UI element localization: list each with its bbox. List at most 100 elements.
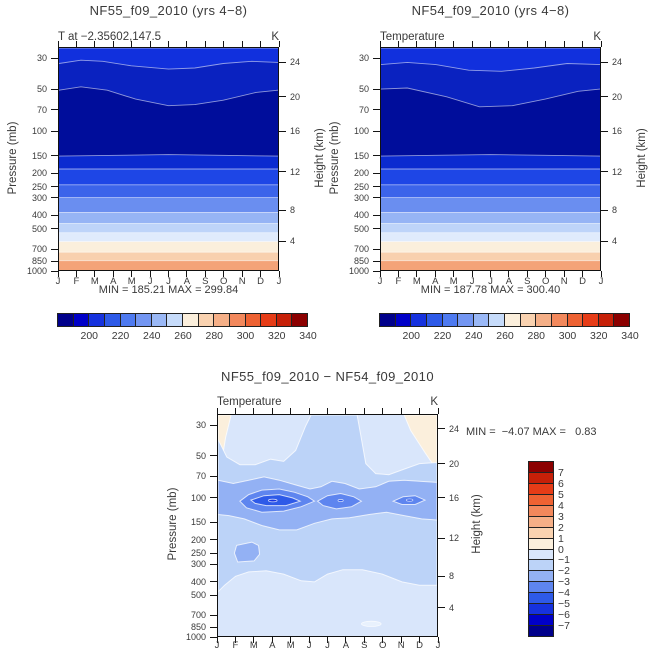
colorbar-segment xyxy=(275,313,293,327)
month-tick xyxy=(290,408,292,414)
colorbar-segment xyxy=(379,313,396,327)
month-tick xyxy=(582,41,584,47)
height-tick xyxy=(279,130,286,132)
colorbar-tick-label: −5 xyxy=(558,598,570,611)
pressure-tick xyxy=(51,172,58,174)
month-tick xyxy=(379,41,381,47)
pressure-tick-label: 500 xyxy=(190,590,206,601)
pressure-tick-label: 700 xyxy=(31,244,47,255)
pressure-tick-label: 50 xyxy=(195,450,206,461)
pressure-tick-label: 850 xyxy=(190,622,206,633)
contour-band xyxy=(381,260,600,270)
pressure-tick-label: 400 xyxy=(353,210,369,221)
month-tick xyxy=(453,41,455,47)
pressure-tick xyxy=(210,552,217,554)
colorbar-segment xyxy=(135,313,152,327)
panel-units: K xyxy=(271,31,279,43)
height-tick-label: 20 xyxy=(449,458,460,469)
minmax-label: MIN = 185.21 MAX = 299.84 xyxy=(98,284,239,296)
month-tick xyxy=(379,271,381,277)
month-tick xyxy=(345,637,347,643)
pressure-tick xyxy=(373,155,380,157)
month-tick xyxy=(253,408,255,414)
pressure-tick xyxy=(51,109,58,111)
height-tick-label: 24 xyxy=(612,57,623,67)
pressure-tick-label: 30 xyxy=(195,420,206,431)
month-tick xyxy=(57,41,59,47)
month-tick-label: D xyxy=(257,276,265,287)
height-tick-label: 16 xyxy=(612,126,623,136)
height-tick xyxy=(279,240,286,242)
pressure-tick xyxy=(51,197,58,199)
month-tick xyxy=(112,271,114,277)
pressure-tick xyxy=(373,57,380,59)
colorbar-segment xyxy=(244,313,262,327)
colorbar-segment xyxy=(394,313,412,327)
height-tick-label: 8 xyxy=(290,205,296,216)
pressure-tick-label: 1000 xyxy=(348,266,369,276)
month-tick xyxy=(271,408,273,414)
pressure-tick xyxy=(373,228,380,230)
pressure-tick-label: 150 xyxy=(190,517,206,528)
pressure-tick-label: 50 xyxy=(36,84,47,95)
month-tick xyxy=(600,41,602,47)
month-tick-label: J xyxy=(377,276,383,287)
pressure-tick-label: 500 xyxy=(31,223,47,234)
month-tick xyxy=(382,408,384,414)
month-tick-label: J xyxy=(435,640,441,651)
pressure-tick xyxy=(210,636,217,638)
pressure-tick-label: 250 xyxy=(190,548,206,559)
month-tick xyxy=(563,41,565,47)
colorbar-tick-label: −6 xyxy=(558,609,570,622)
colorbar-segment xyxy=(597,313,615,327)
contour-plot xyxy=(380,47,601,271)
panel-nf54: NF54_f09_2010 (yrs 4−8) Temperature K MI… xyxy=(322,0,648,355)
contour-shape-near-zero-spot-850mb xyxy=(361,620,382,627)
month-tick xyxy=(600,271,602,277)
month-tick xyxy=(382,637,384,643)
height-tick-label: 8 xyxy=(449,571,455,582)
colorbar-segment xyxy=(528,625,554,637)
month-tick xyxy=(278,41,280,47)
month-tick xyxy=(434,271,436,277)
pressure-tick-label: 30 xyxy=(358,53,369,64)
pressure-tick xyxy=(373,88,380,90)
month-tick xyxy=(327,637,328,643)
contour-svg xyxy=(218,415,437,636)
height-tick-label: 8 xyxy=(612,205,618,216)
month-tick-label: S xyxy=(202,276,209,287)
panel-difference: NF55_f09_2010 − NF54_f09_2010 Temperatur… xyxy=(0,355,648,664)
contour-shape-minus-4-dot-winter xyxy=(405,498,414,502)
pressure-tick-label: 700 xyxy=(190,610,206,621)
height-tick xyxy=(601,240,608,242)
month-tick-label: D xyxy=(416,640,424,651)
contour-shape-minus-2-3-blob-250mb xyxy=(233,541,261,563)
pressure-tick xyxy=(373,186,380,188)
colorbar-segment xyxy=(182,313,199,327)
pressure-tick xyxy=(51,228,58,230)
month-tick xyxy=(471,41,473,47)
month-tick xyxy=(397,41,399,47)
month-tick xyxy=(345,408,347,414)
month-tick xyxy=(400,637,402,643)
month-tick xyxy=(437,408,439,414)
month-tick xyxy=(234,637,236,643)
contour-shape-plus-0-1-top-right xyxy=(403,415,437,472)
month-tick xyxy=(149,41,151,47)
contour-plot xyxy=(217,414,438,637)
pressure-tick xyxy=(51,260,58,262)
height-tick xyxy=(438,607,445,609)
panel-title: NF54_f09_2010 (yrs 4−8) xyxy=(411,3,570,18)
colorbar-tick-label: 7 xyxy=(558,466,564,479)
colorbar-segment xyxy=(119,313,137,327)
colorbar-tick-label: 280 xyxy=(205,330,224,342)
month-tick-label: M xyxy=(249,640,258,651)
month-tick xyxy=(363,637,365,643)
colorbar-tick-label: 200 xyxy=(402,330,421,342)
minmax-label: MIN = 187.78 MAX = 300.40 xyxy=(420,284,561,296)
month-tick-label: J xyxy=(166,276,171,287)
month-tick xyxy=(453,271,455,277)
height-axis-label: Height (km) xyxy=(471,494,483,554)
colorbar-tick-label: 260 xyxy=(174,330,192,342)
colorbar-tick-label: −2 xyxy=(558,565,570,578)
